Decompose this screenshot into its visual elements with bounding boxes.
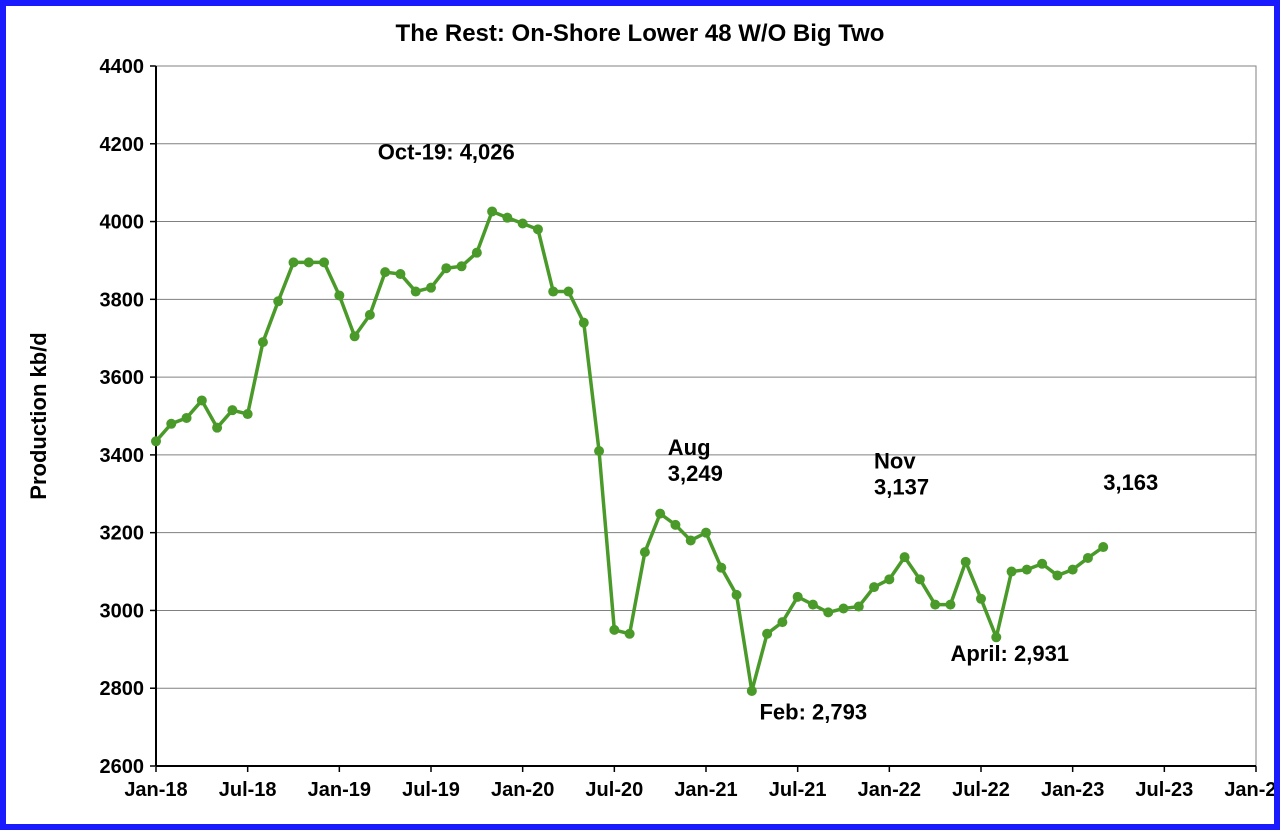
data-point [273,296,283,306]
chart-annotation: Aug [668,435,711,460]
data-point [747,686,757,696]
x-tick-label: Jan-21 [674,779,737,801]
data-point [487,206,497,216]
data-point [716,563,726,573]
y-tick-label: 3200 [100,523,145,545]
y-tick-label: 4000 [100,212,145,234]
y-tick-label: 4400 [100,56,145,78]
data-point [197,395,207,405]
y-tick-label: 3000 [100,600,145,622]
data-point [625,629,635,639]
x-tick-label: Jan-23 [1041,779,1104,801]
x-tick-label: Jan-19 [308,779,371,801]
chart-annotation: Oct-19: 4,026 [378,139,515,164]
data-point [533,224,543,234]
data-point [686,535,696,545]
data-point [441,263,451,273]
data-point [502,213,512,223]
data-point [319,257,329,267]
data-point [166,419,176,429]
data-point [579,318,589,328]
data-point [334,290,344,300]
x-tick-label: Jul-19 [402,779,460,801]
data-point [732,590,742,600]
data-point [411,287,421,297]
data-point [915,574,925,584]
x-tick-label: Jan-22 [858,779,921,801]
y-tick-label: 4200 [100,134,145,156]
data-point [227,405,237,415]
data-point [976,594,986,604]
data-point [1068,565,1078,575]
y-tick-label: 3600 [100,367,145,389]
data-point [350,331,360,341]
data-point [670,520,680,530]
data-point [884,574,894,584]
series-line [156,211,1103,691]
data-point [380,267,390,277]
data-point [258,337,268,347]
x-tick-label: Jan-24 [1224,779,1274,801]
data-point [869,582,879,592]
data-point [564,287,574,297]
data-point [151,436,161,446]
x-tick-label: Jul-22 [952,779,1010,801]
data-point [854,602,864,612]
data-point [1098,542,1108,552]
data-point [609,625,619,635]
data-point [823,607,833,617]
data-point [289,257,299,267]
data-point [640,547,650,557]
x-tick-label: Jan-18 [124,779,187,801]
x-tick-label: Jan-20 [491,779,554,801]
data-point [701,528,711,538]
y-tick-label: 3400 [100,445,145,467]
data-point [457,261,467,271]
chart-annotation: 3,163 [1103,470,1158,495]
data-point [762,629,772,639]
y-tick-label: 2800 [100,678,145,700]
data-point [930,600,940,610]
data-point [472,248,482,258]
data-point [304,257,314,267]
chart-annotation: Nov [874,449,916,474]
data-point [655,509,665,519]
data-point [808,600,818,610]
chart-annotation: April: 2,931 [950,641,1069,666]
data-point [1083,553,1093,563]
chart-plot: 2600 2800 3000 3200 3400 3600 3800 4000 4200 4400… [6,6,1274,824]
data-point [1037,559,1047,569]
y-tick-label: 2600 [100,756,145,778]
data-point [961,557,971,567]
data-point [1052,570,1062,580]
data-point [1022,565,1032,575]
data-point [945,600,955,610]
data-point [900,552,910,562]
data-point [548,287,558,297]
data-point [1007,567,1017,577]
data-point [243,409,253,419]
data-point [395,269,405,279]
chart-frame: The Rest: On-Shore Lower 48 W/O Big Two … [0,0,1280,830]
y-tick-label: 3800 [100,289,145,311]
x-tick-label: Jul-20 [585,779,643,801]
x-tick-label: Jul-21 [769,779,827,801]
chart-annotation: Feb: 2,793 [759,699,867,724]
x-tick-label: Jul-18 [219,779,277,801]
y-axis-label: Production kb/d [26,332,51,499]
data-point [594,446,604,456]
data-point [365,310,375,320]
x-tick-label: Jul-23 [1135,779,1193,801]
data-point [839,604,849,614]
data-point [777,617,787,627]
data-point [426,283,436,293]
data-point [182,413,192,423]
data-point [212,423,222,433]
chart-annotation: 3,249 [668,461,723,486]
chart-annotation: 3,137 [874,475,929,500]
data-point [518,219,528,229]
data-point [793,592,803,602]
